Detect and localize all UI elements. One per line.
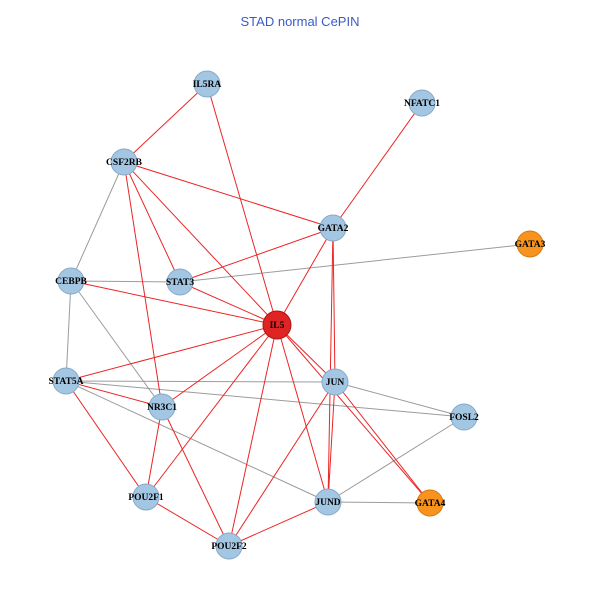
- edge-csf2rb-nr3c1: [123, 161, 163, 408]
- edge-il5-stat5a: [65, 324, 278, 382]
- node-gata4: [416, 489, 444, 517]
- node-jund: [314, 488, 342, 516]
- edge-gata2-jun: [332, 227, 336, 383]
- edge-csf2rb-cebpb: [70, 161, 125, 282]
- edge-il5ra-csf2rb: [123, 83, 208, 163]
- edge-il5-gata2: [276, 227, 334, 326]
- node-csf2rb: [110, 148, 138, 176]
- edge-il5-csf2rb: [123, 161, 278, 326]
- edge-stat3-gata3: [179, 243, 531, 283]
- node-pou2f2: [215, 532, 243, 560]
- node-il5ra: [193, 70, 221, 98]
- edge-pou2f1-pou2f2: [145, 496, 230, 547]
- node-pou2f1: [132, 483, 160, 511]
- nodes-layer: [52, 70, 544, 560]
- node-gata3: [516, 230, 544, 258]
- edge-jun-gata4: [334, 381, 431, 504]
- node-fosl2: [450, 403, 478, 431]
- node-gata2: [319, 214, 347, 242]
- edge-il5-stat3: [179, 281, 278, 326]
- edge-jund-gata4: [327, 501, 431, 504]
- chart-title: STAD normal CePIN: [241, 14, 360, 29]
- edge-jund-pou2f2: [228, 501, 329, 547]
- edge-il5-pou2f2: [228, 324, 278, 547]
- edge-il5-gata4: [276, 324, 431, 504]
- node-nr3c1: [148, 393, 176, 421]
- edge-il5-nr3c1: [161, 324, 278, 408]
- edge-stat5a-jund: [65, 380, 329, 503]
- edge-jun-jund: [327, 381, 336, 503]
- node-stat5a: [52, 367, 80, 395]
- edge-nr3c1-pou2f1: [145, 406, 163, 498]
- edges-layer: [65, 83, 531, 547]
- edge-gata2-nfatc1: [332, 102, 423, 229]
- edge-cebpb-nr3c1: [70, 280, 163, 408]
- edge-gata2-jund: [327, 227, 334, 503]
- edge-stat5a-pou2f1: [65, 380, 147, 498]
- edge-nr3c1-pou2f2: [161, 406, 230, 547]
- edge-il5-cebpb: [70, 280, 278, 326]
- node-il5: [262, 310, 292, 340]
- node-cebpb: [57, 267, 85, 295]
- edge-cebpb-stat3: [70, 280, 181, 283]
- edge-il5-jund: [276, 324, 329, 503]
- edge-csf2rb-gata2: [123, 161, 334, 229]
- node-jun: [321, 368, 349, 396]
- node-nfatc1: [408, 89, 436, 117]
- edge-csf2rb-stat3: [123, 161, 181, 283]
- edge-gata2-stat3: [179, 227, 334, 283]
- edge-jun-fosl2: [334, 381, 465, 418]
- edge-cebpb-stat5a: [65, 280, 72, 382]
- edge-il5-il5ra: [206, 83, 278, 326]
- edge-il5-pou2f1: [145, 324, 278, 498]
- edge-stat5a-jun: [65, 380, 336, 383]
- edge-jun-pou2f2: [228, 381, 336, 547]
- edge-stat5a-fosl2: [65, 380, 465, 418]
- edge-stat5a-nr3c1: [65, 380, 163, 408]
- node-stat3: [166, 268, 194, 296]
